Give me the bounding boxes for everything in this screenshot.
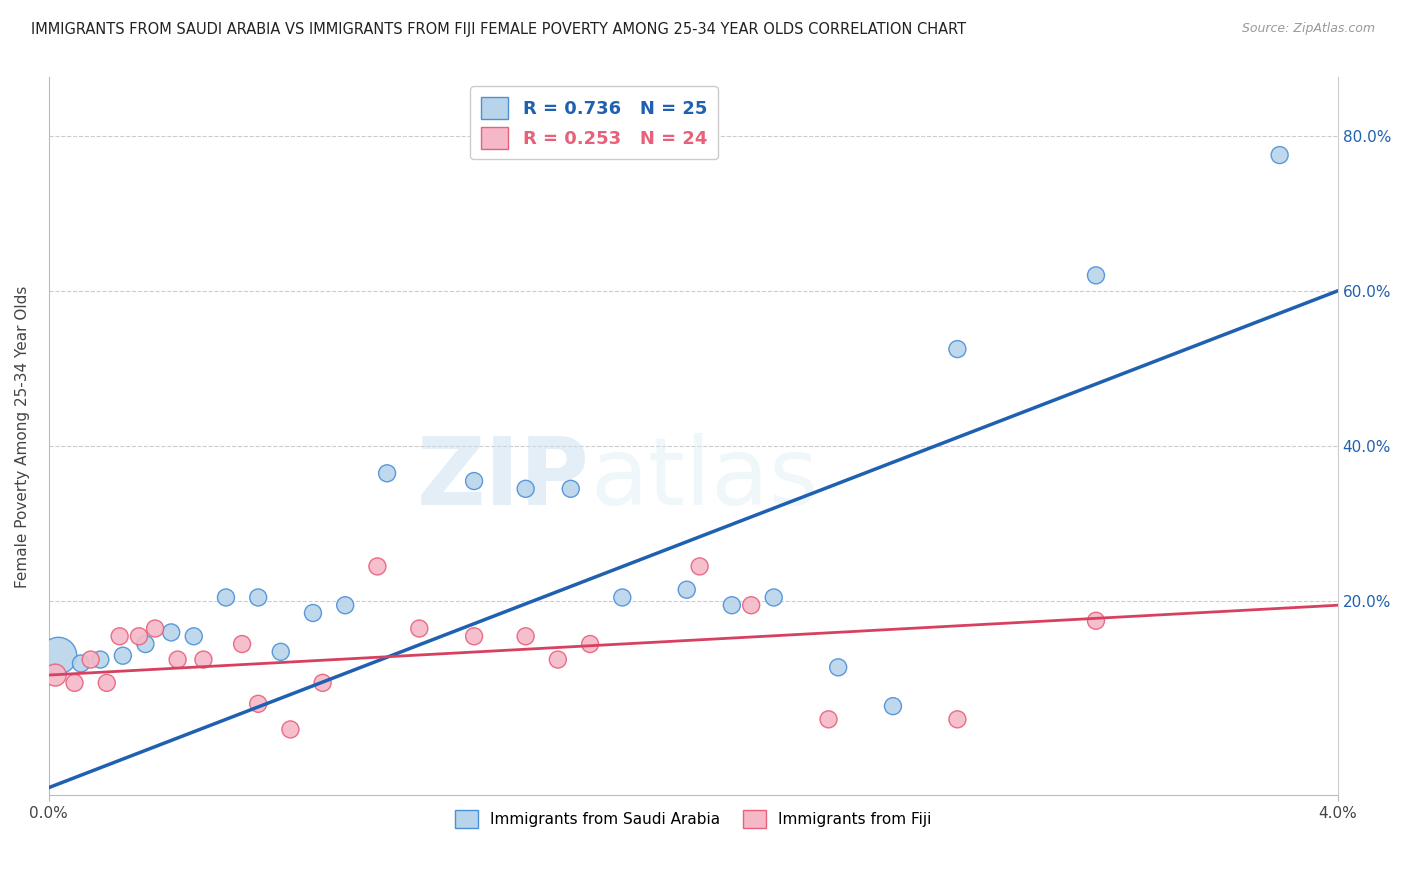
Point xyxy=(143,622,166,636)
Point xyxy=(827,660,849,674)
Point xyxy=(579,637,602,651)
Point xyxy=(183,629,205,643)
Point xyxy=(375,467,398,481)
Point xyxy=(89,652,111,666)
Y-axis label: Female Poverty Among 25-34 Year Olds: Female Poverty Among 25-34 Year Olds xyxy=(15,285,30,588)
Point xyxy=(166,652,188,666)
Point xyxy=(612,591,634,605)
Text: ZIP: ZIP xyxy=(418,434,591,525)
Point xyxy=(515,629,537,643)
Point xyxy=(689,559,711,574)
Text: IMMIGRANTS FROM SAUDI ARABIA VS IMMIGRANTS FROM FIJI FEMALE POVERTY AMONG 25-34 : IMMIGRANTS FROM SAUDI ARABIA VS IMMIGRAN… xyxy=(31,22,966,37)
Point xyxy=(1084,614,1107,628)
Point xyxy=(44,668,66,682)
Point xyxy=(547,652,569,666)
Point xyxy=(111,648,134,663)
Point xyxy=(366,559,388,574)
Point xyxy=(108,629,131,643)
Point xyxy=(247,591,270,605)
Point xyxy=(946,342,969,356)
Point xyxy=(63,676,86,690)
Point xyxy=(721,599,744,613)
Point xyxy=(817,712,839,726)
Point xyxy=(79,652,101,666)
Point xyxy=(70,657,93,671)
Point xyxy=(515,482,537,496)
Point xyxy=(193,652,215,666)
Text: atlas: atlas xyxy=(591,434,818,525)
Point xyxy=(675,582,697,597)
Point xyxy=(280,723,302,737)
Point xyxy=(1268,148,1291,162)
Point xyxy=(560,482,582,496)
Point xyxy=(134,637,156,651)
Text: Source: ZipAtlas.com: Source: ZipAtlas.com xyxy=(1241,22,1375,36)
Point xyxy=(882,699,904,714)
Point xyxy=(128,629,150,643)
Point xyxy=(311,676,333,690)
Point xyxy=(215,591,238,605)
Point xyxy=(463,474,485,488)
Point xyxy=(463,629,485,643)
Point xyxy=(96,676,118,690)
Point xyxy=(302,606,325,620)
Point xyxy=(335,599,357,613)
Point xyxy=(231,637,253,651)
Point xyxy=(1084,268,1107,283)
Point xyxy=(740,599,762,613)
Point xyxy=(160,625,183,640)
Point xyxy=(48,648,70,663)
Point xyxy=(247,697,270,711)
Legend: Immigrants from Saudi Arabia, Immigrants from Fiji: Immigrants from Saudi Arabia, Immigrants… xyxy=(449,804,938,834)
Point xyxy=(946,712,969,726)
Point xyxy=(408,622,430,636)
Point xyxy=(762,591,785,605)
Point xyxy=(270,645,292,659)
